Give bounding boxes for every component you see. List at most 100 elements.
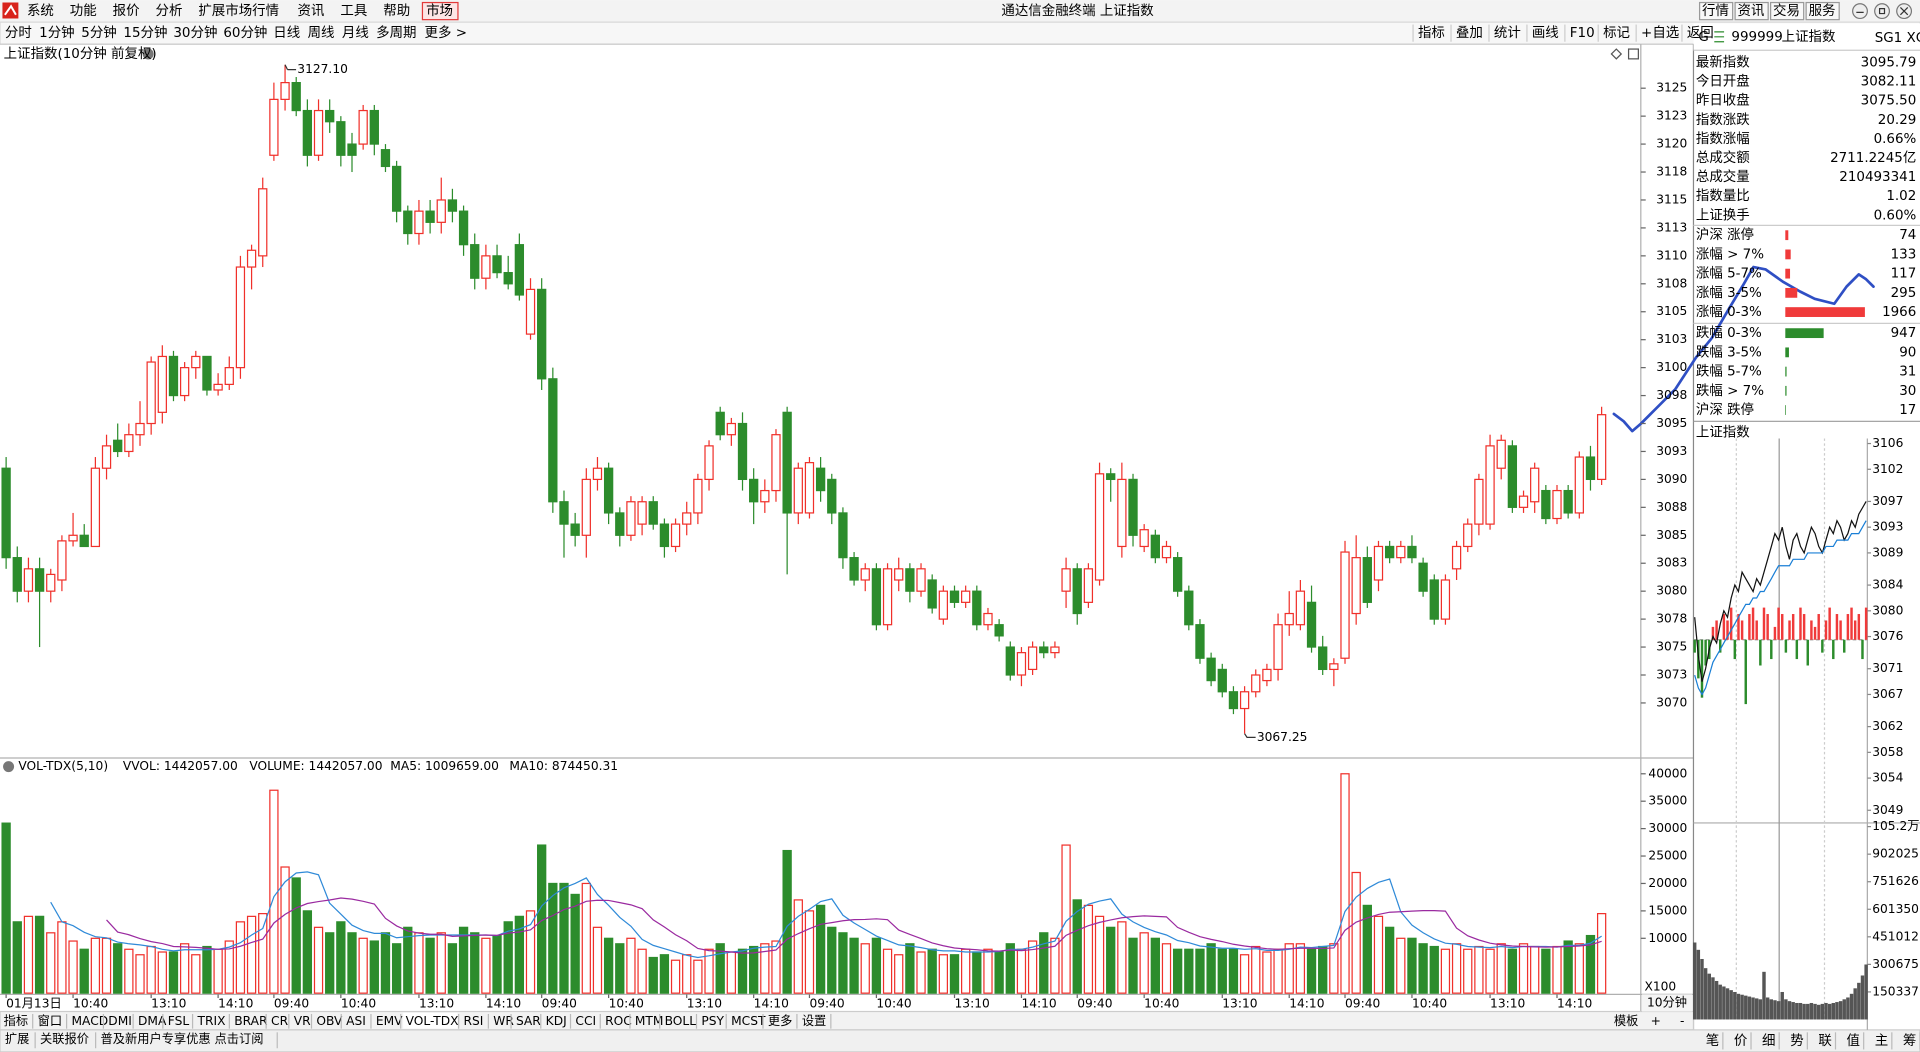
power-bar	[1832, 639, 1835, 660]
indicator-tab[interactable]: PSY	[701, 1014, 724, 1028]
tool-button[interactable]: 画线	[1532, 25, 1559, 41]
indicator-tab[interactable]: DMI	[108, 1014, 132, 1028]
indicator-tab[interactable]: MTM	[635, 1014, 664, 1028]
indicator-tab[interactable]: ROC	[605, 1014, 632, 1028]
period-tab[interactable]: 日线	[273, 25, 300, 41]
candle-body	[403, 210, 413, 235]
mini-tab[interactable]: 联	[1818, 1033, 1831, 1049]
top-button-label[interactable]: 行情	[1702, 3, 1729, 19]
period-tab[interactable]: 周线	[308, 25, 335, 41]
template-button[interactable]: +	[1651, 1014, 1661, 1028]
volume-bar	[1016, 948, 1027, 994]
template-button[interactable]: -	[1680, 1014, 1684, 1028]
menu-item[interactable]: 帮助	[383, 3, 410, 19]
indicator-tab[interactable]: 窗口	[38, 1014, 62, 1028]
indicator-tab[interactable]: 设置	[802, 1014, 826, 1028]
chart-menu-icon[interactable]	[142, 48, 154, 60]
top-button-label[interactable]: 交易	[1773, 2, 1800, 19]
period-tab[interactable]: 月线	[342, 25, 369, 41]
chart-option-icon[interactable]	[1610, 48, 1623, 60]
indicator-tab[interactable]: VOL-TDX	[406, 1014, 459, 1028]
period-tab[interactable]: 30分钟	[173, 24, 217, 41]
tool-button[interactable]: 指标	[1418, 25, 1445, 41]
indicator-tab[interactable]: CCI	[575, 1014, 596, 1028]
menu-item[interactable]: 分析	[156, 3, 183, 19]
period-tab[interactable]: 60分钟	[223, 24, 267, 41]
template-button[interactable]: 模板	[1614, 1014, 1638, 1028]
menu-item[interactable]: 工具	[340, 4, 367, 19]
indicator-tab[interactable]: BOLL	[665, 1014, 697, 1028]
mini-volume-bar	[1703, 968, 1708, 1020]
indicator-tab[interactable]: BRAR	[234, 1014, 268, 1028]
period-tab[interactable]: 1分钟	[39, 24, 74, 41]
maximize[interactable]	[1874, 3, 1890, 20]
indicator-tab[interactable]: TRIX	[196, 1014, 225, 1028]
indicator-tab[interactable]: KDJ	[546, 1014, 567, 1028]
power-bar	[1726, 620, 1729, 640]
indicator-tab[interactable]: DMA	[138, 1014, 167, 1028]
indicator-tab[interactable]: VR	[294, 1014, 311, 1028]
indicator-tab[interactable]: MCST	[731, 1014, 766, 1028]
quote-value: 1.02	[1886, 189, 1916, 204]
period-tab[interactable]: 15分钟	[123, 24, 167, 41]
top-button-label[interactable]: 资讯	[1738, 3, 1765, 19]
indicator-tab[interactable]: SAR	[516, 1014, 541, 1028]
status-item[interactable]: 扩展	[5, 1032, 29, 1046]
indicator-tab[interactable]: EMV	[376, 1014, 403, 1028]
tool-button[interactable]: 叠加	[1456, 25, 1483, 41]
indicator-tab[interactable]: OBV	[316, 1014, 343, 1028]
menu-item[interactable]: 报价	[113, 3, 140, 19]
tool-button[interactable]: +自选	[1641, 25, 1679, 41]
volume-bar	[302, 910, 313, 994]
indicator-tab[interactable]: ASI	[346, 1014, 366, 1028]
candle-body	[1507, 445, 1518, 508]
indicator-tab[interactable]: CR	[271, 1014, 289, 1028]
candle-body	[682, 512, 692, 525]
indicator-menu-icon[interactable]	[3, 761, 15, 773]
period-tab[interactable]: 分时	[5, 25, 32, 41]
volume-bar	[916, 951, 926, 994]
chart-window-icon[interactable]	[1627, 48, 1639, 60]
volume-bar	[715, 943, 725, 994]
mini-tab[interactable]: 价	[1734, 1034, 1748, 1049]
tool-button[interactable]: 统计	[1494, 25, 1521, 41]
minimize[interactable]	[1852, 3, 1868, 20]
volume-bar	[481, 937, 491, 994]
volume-bar	[927, 948, 937, 994]
top-button[interactable]	[1770, 1, 1805, 21]
tool-button[interactable]: 标记	[1603, 25, 1630, 41]
status-item[interactable]: 普及新用户专享优惠 点击订阅	[101, 1031, 264, 1046]
top-button[interactable]	[1734, 1, 1769, 21]
indicator-tab[interactable]: MACD	[72, 1014, 109, 1028]
mini-tab[interactable]: 势	[1790, 1033, 1803, 1049]
period-tab[interactable]: 多周期	[376, 24, 416, 41]
candle-body	[871, 568, 882, 626]
tool-button[interactable]: 返回	[1687, 25, 1714, 41]
indicator-tab[interactable]: WR	[493, 1014, 514, 1028]
candle-body	[994, 624, 1004, 637]
top-button[interactable]	[1805, 1, 1840, 21]
menu-item[interactable]: 市场	[426, 2, 453, 19]
menu-item[interactable]: 资讯	[298, 3, 325, 19]
mini-tab[interactable]: 筹	[1903, 1032, 1916, 1049]
mini-tab[interactable]: 笔	[1706, 1033, 1719, 1049]
quote-label: 昨日收盘	[1696, 92, 1750, 109]
tool-button[interactable]: F10	[1570, 26, 1595, 41]
menu-item[interactable]: 扩展市场行情	[198, 2, 279, 19]
period-tab[interactable]: 更多 >	[425, 24, 467, 41]
menu-item[interactable]: 系统	[27, 3, 54, 19]
mini-y-tick-label: 3093	[1872, 520, 1903, 534]
indicator-tab[interactable]: RSI	[464, 1014, 484, 1028]
indicator-tab[interactable]: 指标	[4, 1013, 28, 1028]
top-button-label[interactable]: 服务	[1809, 3, 1836, 19]
mini-tab[interactable]: 值	[1847, 1033, 1860, 1049]
menu-item[interactable]: 功能	[70, 3, 97, 19]
mini-tab[interactable]: 细	[1762, 1033, 1775, 1049]
indicator-tab[interactable]: 更多	[768, 1014, 792, 1028]
status-item[interactable]: 关联报价	[40, 1031, 89, 1046]
mini-tab[interactable]: 主	[1875, 1033, 1888, 1049]
top-button[interactable]	[1698, 1, 1734, 21]
quote-label: 指数涨幅	[1696, 131, 1750, 147]
period-tab[interactable]: 5分钟	[81, 24, 116, 41]
indicator-tab[interactable]: FSL	[168, 1014, 190, 1028]
